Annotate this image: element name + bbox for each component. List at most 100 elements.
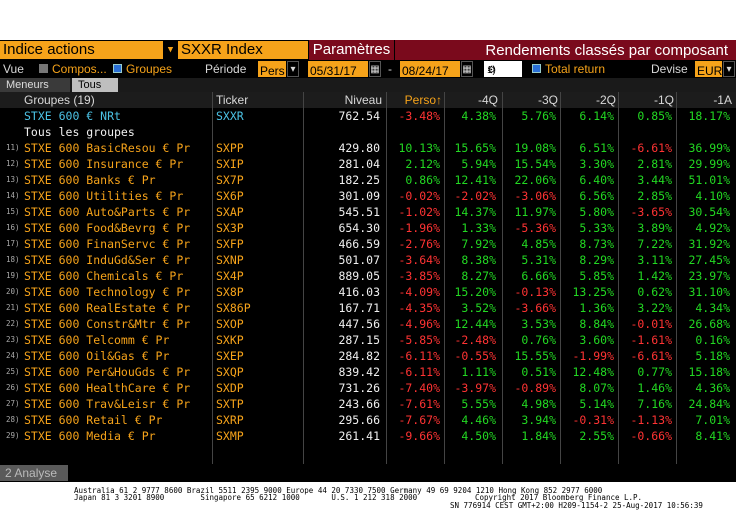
table-row[interactable]: 23) STXE 600 Telcomm € Pr SXKP 287.15 -5.85%… — [0, 332, 736, 348]
table-row[interactable]: 20) STXE 600 Technology € Pr SX8P 416.03 -4.… — [0, 284, 736, 300]
table-row[interactable]: 11) STXE 600 BasicResou € Pr SXPP 429.80 10.… — [0, 140, 736, 156]
table-row[interactable]: 17) STXE 600 FinanServc € Pr SXFP 466.59 -2.… — [0, 236, 736, 252]
table-row[interactable]: 12) STXE 600 Insurance € Pr SXIP 281.04 2.12… — [0, 156, 736, 172]
row-q2: 8.07% — [579, 381, 614, 395]
column-divider — [560, 92, 561, 464]
analyse-button[interactable]: 2 Analyse — [0, 465, 68, 481]
parameters-button[interactable]: Paramètres — [309, 40, 394, 60]
row-q2: 6.40% — [579, 173, 614, 187]
currency-dropdown-icon[interactable]: ▾ — [723, 61, 735, 77]
tab-meneurs[interactable]: Meneurs — [0, 78, 70, 92]
table-row[interactable]: 27) STXE 600 Trav&Leisr € Pr SXTP 243.66 -7.… — [0, 396, 736, 412]
end-date-input[interactable]: 08/24/17 — [400, 61, 460, 78]
row-perso: -6.11% — [398, 365, 440, 379]
column-divider — [212, 92, 213, 464]
table-row[interactable]: 14) STXE 600 Utilities € Pr SX6P 301.09 -0.0… — [0, 188, 736, 204]
row-index: 22) — [6, 319, 20, 328]
footer-contacts-2: Japan 81 3 3201 8900 Singapore 65 6212 1… — [74, 493, 418, 502]
all-groups-label: Tous les groupes — [24, 125, 135, 139]
settings-code: 1) — [487, 65, 496, 76]
row-q3: 4.85% — [521, 237, 556, 251]
row-q1: 2.81% — [637, 157, 672, 171]
row-name: STXE 600 Banks € Pr — [24, 173, 156, 187]
compos-radio[interactable] — [39, 64, 48, 73]
row-niveau: 501.07 — [338, 253, 380, 267]
row-q2: 8.73% — [579, 237, 614, 251]
table-row[interactable]: 16) STXE 600 Food&Bevrg € Pr SX3P 654.30 -1.… — [0, 220, 736, 236]
calendar-icon[interactable]: ▦ — [461, 61, 473, 77]
table-row[interactable]: 13) STXE 600 Banks € Pr SX7P 182.25 0.86% 12.… — [0, 172, 736, 188]
row-q3: -3.06% — [514, 189, 556, 203]
row-q1: 3.11% — [637, 253, 672, 267]
row-perso: -7.61% — [398, 397, 440, 411]
table-row[interactable]: 22) STXE 600 Constr&Mtr € Pr SXOP 447.56 -4.… — [0, 316, 736, 332]
table-row[interactable]: 18) STXE 600 InduGd&Ser € Pr SXNP 501.07 -3.… — [0, 252, 736, 268]
col-3q[interactable]: -3Q — [537, 93, 558, 107]
row-perso: -3.85% — [398, 269, 440, 283]
row-q3: -0.13% — [514, 285, 556, 299]
table-row[interactable]: 19) STXE 600 Chemicals € Pr SX4P 889.05 -3.8… — [0, 268, 736, 284]
row-q4: -0.55% — [454, 349, 496, 363]
col-2q[interactable]: -2Q — [595, 93, 616, 107]
total-return-label[interactable]: Total return — [545, 62, 606, 76]
table-row[interactable]: 24) STXE 600 Oil&Gas € Pr SXEP 284.82 -6.11%… — [0, 348, 736, 364]
row-a1: 4.92% — [695, 221, 730, 235]
row-q3: 19.08% — [514, 141, 556, 155]
row-name: STXE 600 Insurance € Pr — [24, 157, 184, 171]
period-dropdown-icon[interactable]: ▾ — [287, 61, 299, 77]
col-1a[interactable]: -1A — [713, 93, 732, 107]
security-type-dropdown[interactable]: Indice actions — [0, 41, 163, 59]
row-a1: 26.68% — [688, 317, 730, 331]
row-q4: 5.94% — [461, 157, 496, 171]
row-name: STXE 600 Retail € Pr — [24, 413, 163, 427]
tab-tous[interactable]: Tous — [72, 78, 118, 92]
table-row[interactable]: 25) STXE 600 Per&HouGds € Pr SXQP 839.42 -6.… — [0, 364, 736, 380]
row-q1: 7.16% — [637, 397, 672, 411]
total-return-checkbox[interactable] — [532, 64, 541, 73]
calendar-icon[interactable]: ▦ — [369, 61, 381, 77]
row-index: 16) — [6, 223, 20, 232]
row-perso: 10.13% — [398, 141, 440, 155]
chevron-down-icon[interactable]: ▼ — [164, 41, 177, 59]
column-divider — [502, 92, 503, 464]
end-date-value: 08/24/17 — [402, 64, 449, 78]
col-niveau[interactable]: Niveau — [344, 93, 382, 107]
row-q2: 5.80% — [579, 205, 614, 219]
tab-tous-label: Tous — [78, 79, 102, 91]
row-q2: 2.55% — [579, 429, 614, 443]
col-4q[interactable]: -4Q — [477, 93, 498, 107]
all-groups-row: Tous les groupes — [0, 124, 736, 140]
currency-select[interactable]: EUR — [695, 61, 722, 78]
groupes-radio[interactable] — [113, 64, 122, 73]
col-1q[interactable]: -1Q — [653, 93, 674, 107]
row-q4: 5.55% — [461, 397, 496, 411]
row-name: STXE 600 Utilities € Pr — [24, 189, 184, 203]
row-name: STXE 600 Constr&Mtr € Pr — [24, 317, 191, 331]
groupes-option[interactable]: Groupes — [126, 62, 173, 76]
row-name: STXE 600 Per&HouGds € Pr — [24, 365, 191, 379]
period-select[interactable]: Pers — [258, 61, 286, 78]
row-niveau: 447.56 — [338, 317, 380, 331]
row-ticker: SXQP — [216, 365, 244, 379]
ticker-field[interactable]: SXXR Index — [178, 41, 308, 59]
row-index: 19) — [6, 271, 20, 280]
row-q4: 3.52% — [461, 301, 496, 315]
row-name: STXE 600 € NRt — [24, 109, 121, 123]
col-perso[interactable]: Perso↑ — [404, 93, 442, 107]
table-row[interactable]: 15) STXE 600 Auto&Parts € Pr SXAP 545.51 -1.… — [0, 204, 736, 220]
col-ticker[interactable]: Ticker — [216, 93, 249, 107]
start-date-input[interactable]: 05/31/17 — [308, 61, 368, 78]
table-row[interactable]: 28) STXE 600 Retail € Pr SXRP 295.66 -7.67% 4… — [0, 412, 736, 428]
row-name: STXE 600 HealthCare € Pr — [24, 381, 191, 395]
row-index: 18) — [6, 255, 20, 264]
compos-option[interactable]: Compos... — [52, 62, 107, 76]
index-row[interactable]: STXE 600 € NRt SXXR 762.54 -3.48% 4.38% 5.76%… — [0, 108, 736, 124]
table-row[interactable]: 26) STXE 600 HealthCare € Pr SXDP 731.26 -7.… — [0, 380, 736, 396]
col-groupes[interactable]: Groupes (19) — [24, 93, 95, 107]
table-row[interactable]: 29) STXE 600 Media € Pr SXMP 261.41 -9.66% 4.… — [0, 428, 736, 444]
settings-button[interactable]: 1) ⚙ — [484, 61, 522, 77]
row-name: STXE 600 Technology € Pr — [24, 285, 191, 299]
table-row[interactable]: 21) STXE 600 RealEstate € Pr SX86P 167.71 -4… — [0, 300, 736, 316]
row-a1: 7.01% — [695, 413, 730, 427]
row-q1: 1.46% — [637, 381, 672, 395]
